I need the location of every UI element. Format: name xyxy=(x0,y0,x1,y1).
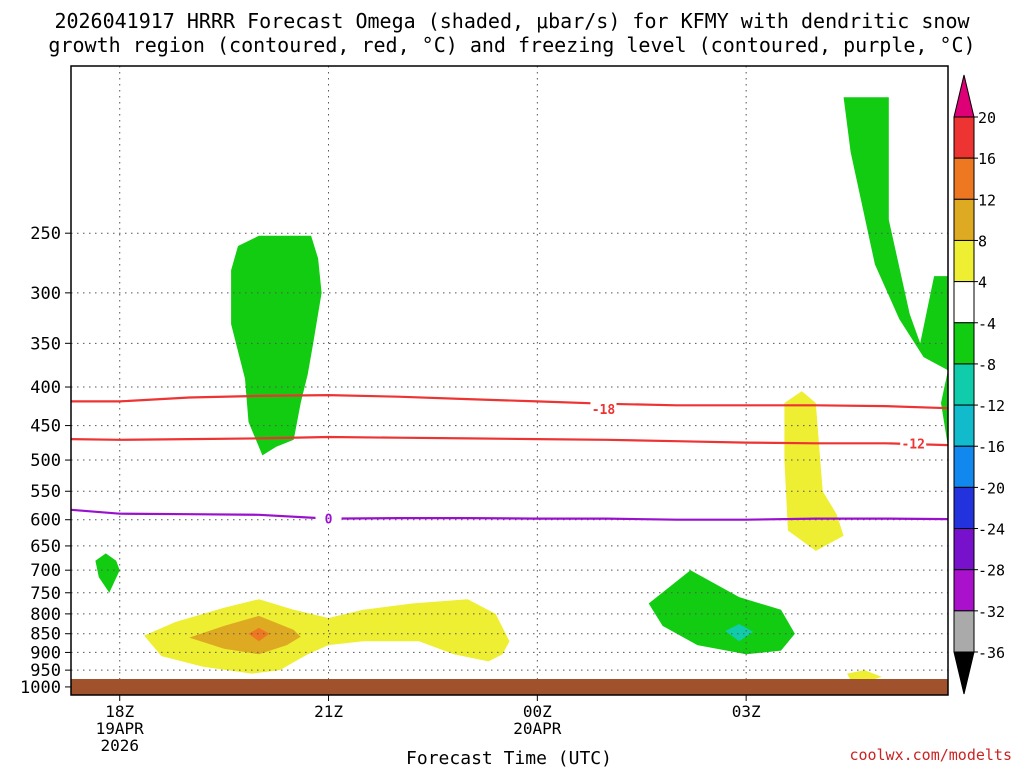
y-tick-label-300: 300 xyxy=(30,284,61,304)
x-tick-label-0-2: 2026 xyxy=(100,736,139,755)
y-tick-label-850: 850 xyxy=(30,625,61,645)
omega-region-11 xyxy=(248,627,270,642)
y-tick-label-900: 900 xyxy=(30,643,61,663)
y-tick-label-450: 450 xyxy=(30,417,61,437)
colorbar-label-12: -32 xyxy=(978,603,1005,621)
y-tick-label-800: 800 xyxy=(30,605,61,625)
colorbar-box-5 xyxy=(953,322,975,365)
contour-line-1 xyxy=(71,435,948,447)
omega-region-8 xyxy=(1018,645,1024,661)
y-tick-label-400: 400 xyxy=(30,378,61,398)
colorbar-label-0: 20 xyxy=(978,109,996,127)
x-tick-label-0-0: 18Z xyxy=(105,702,134,721)
y-tick-label-700: 700 xyxy=(30,561,61,581)
colorbar-label-8: -16 xyxy=(978,438,1005,456)
y-tick-label-500: 500 xyxy=(30,451,61,471)
colorbar-box-1 xyxy=(953,157,975,200)
y-tick-label-1000: 1000 xyxy=(20,678,61,698)
colorbar-box-8 xyxy=(953,445,975,488)
contour-label-bg-2 xyxy=(315,510,342,527)
colorbar-label-9: -20 xyxy=(978,479,1005,497)
x-tick-label-0-1: 19APR xyxy=(96,719,145,738)
colorbar-label-4: 4 xyxy=(978,274,987,292)
y-tick-label-250: 250 xyxy=(30,224,61,244)
colorbar-label-3: 8 xyxy=(978,232,987,250)
omega-region-2 xyxy=(95,553,120,593)
colorbar-box-2 xyxy=(953,198,975,241)
contour-label-bg-1 xyxy=(900,435,927,452)
colorbar-label-6: -8 xyxy=(978,356,996,374)
omega-region-9 xyxy=(144,599,510,674)
x-tick-label-9-0: 03Z xyxy=(732,702,761,721)
y-tick-label-350: 350 xyxy=(30,334,61,354)
omega-region-0 xyxy=(231,235,322,456)
contour-layer: -18 -12 0 xyxy=(71,393,948,528)
colorbar-top-arrow xyxy=(953,74,975,118)
omega-region-7 xyxy=(725,624,754,642)
chart-title-line-2: growth region (contoured, red, °C) and f… xyxy=(48,33,975,57)
colorbar-box-6 xyxy=(953,363,975,406)
colorbar-label-1: 16 xyxy=(978,150,996,168)
colorbar-label-7: -12 xyxy=(978,397,1005,415)
contour-line-0 xyxy=(71,393,948,410)
y-tick-label-750: 750 xyxy=(30,584,61,604)
colorbar-box-11 xyxy=(953,569,975,612)
contour-label-2: 0 xyxy=(325,513,333,528)
chart-title: 2026041917 HRRR Forecast Omega (shaded, … xyxy=(48,9,975,57)
omega-region-10 xyxy=(189,615,301,655)
ground-bar xyxy=(71,679,948,695)
omega-shading-layer xyxy=(95,97,1024,682)
y-tick-label-950: 950 xyxy=(30,661,61,681)
colorbar-legend: 20 16 12 8 4 -4 -8 -12 -16 -20 -24 -28 -32 -36 xyxy=(953,74,1005,695)
contour-label-1: -12 xyxy=(901,437,924,452)
site-credit: coolwx.com/modelts xyxy=(849,746,1012,764)
plot-frame xyxy=(70,65,949,696)
omega-region-3 xyxy=(648,570,795,655)
y-axis: 2503003504004505005506006507007508008509… xyxy=(20,224,71,698)
contour-label-0: -18 xyxy=(592,403,616,418)
x-tick-label-3-0: 21Z xyxy=(314,702,343,721)
colorbar-bottom-arrow xyxy=(953,651,975,695)
contour-line-2 xyxy=(71,508,948,521)
colorbar-label-5: -4 xyxy=(978,315,996,333)
colorbar-box-12 xyxy=(953,610,975,653)
omega-region-1 xyxy=(843,97,948,447)
colorbar-box-4 xyxy=(953,281,975,324)
colorbar-box-10 xyxy=(953,528,975,571)
x-axis-label: Forecast Time (UTC) xyxy=(406,748,612,768)
x-tick-label-6-0: 00Z xyxy=(523,702,552,721)
colorbar-box-3 xyxy=(953,239,975,283)
y-tick-label-600: 600 xyxy=(30,511,61,531)
colorbar-box-0 xyxy=(953,116,975,159)
colorbar-label-10: -24 xyxy=(978,521,1005,539)
y-tick-label-650: 650 xyxy=(30,537,61,557)
omega-region-5 xyxy=(983,324,1024,453)
colorbar-box-7 xyxy=(953,404,975,447)
colorbar-label-11: -28 xyxy=(978,562,1005,580)
x-tick-label-6-1: 20APR xyxy=(513,719,562,738)
chart-title-line-1: 2026041917 HRRR Forecast Omega (shaded, … xyxy=(54,9,970,33)
omega-region-12 xyxy=(784,391,844,551)
colorbar-box-9 xyxy=(953,486,975,530)
colorbar-label-13: -36 xyxy=(978,644,1005,662)
colorbar-label-2: 12 xyxy=(978,191,996,209)
y-tick-label-550: 550 xyxy=(30,482,61,502)
contour-label-bg-0 xyxy=(590,401,617,418)
